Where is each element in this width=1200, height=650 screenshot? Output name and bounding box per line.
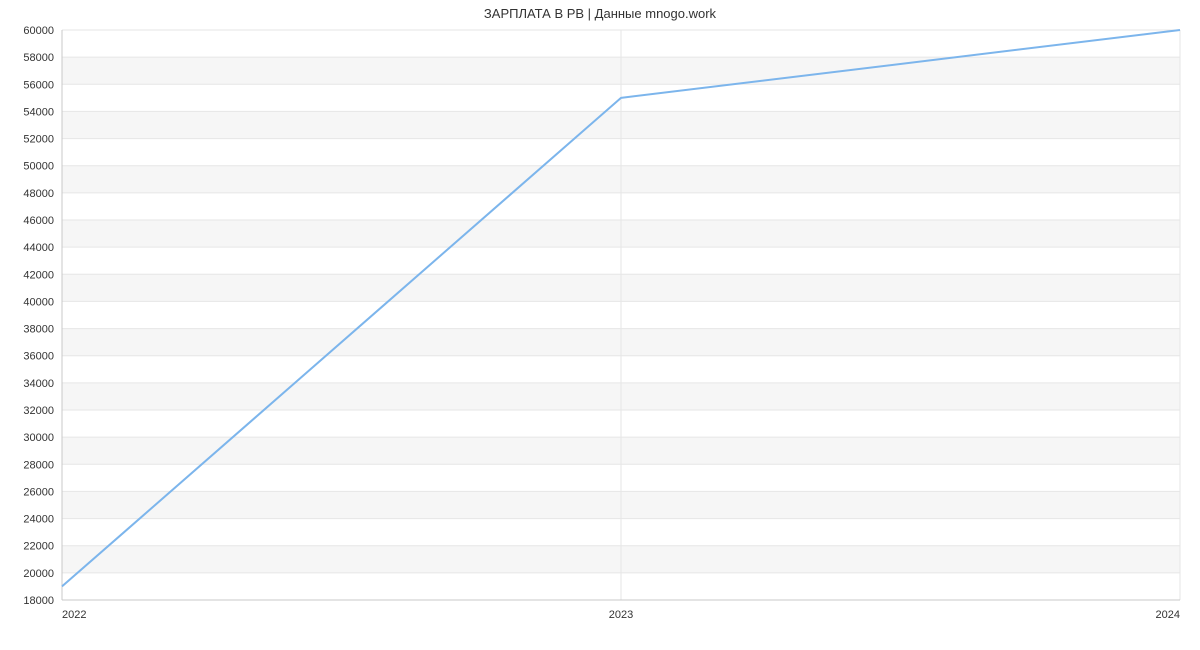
y-tick-label: 42000 bbox=[23, 269, 54, 281]
y-tick-label: 30000 bbox=[23, 432, 54, 444]
y-tick-label: 18000 bbox=[23, 595, 54, 607]
y-tick-label: 24000 bbox=[23, 514, 54, 526]
y-tick-label: 58000 bbox=[23, 52, 54, 64]
y-tick-label: 44000 bbox=[23, 242, 54, 254]
y-tick-label: 40000 bbox=[23, 296, 54, 308]
y-tick-label: 38000 bbox=[23, 324, 54, 336]
y-tick-label: 48000 bbox=[23, 188, 54, 200]
y-tick-label: 20000 bbox=[23, 568, 54, 580]
y-tick-label: 46000 bbox=[23, 215, 54, 227]
y-tick-label: 22000 bbox=[23, 541, 54, 553]
y-tick-label: 32000 bbox=[23, 405, 54, 417]
x-tick-label: 2023 bbox=[609, 609, 633, 621]
chart-title: ЗАРПЛАТА В РВ | Данные mnogo.work bbox=[0, 6, 1200, 21]
y-tick-label: 26000 bbox=[23, 486, 54, 498]
y-tick-label: 60000 bbox=[23, 25, 54, 37]
y-tick-label: 34000 bbox=[23, 378, 54, 390]
chart-svg: 18000 20000 22000 24000 26000 28000 30000 32000… bbox=[0, 0, 1200, 650]
y-tick-label: 28000 bbox=[23, 459, 54, 471]
y-tick-label: 52000 bbox=[23, 134, 54, 146]
salary-line-chart: ЗАРПЛАТА В РВ | Данные mnogo.work 18000 2… bbox=[0, 0, 1200, 650]
y-tick-label: 50000 bbox=[23, 161, 54, 173]
x-tick-label: 2022 bbox=[62, 609, 86, 621]
x-tick-label: 2024 bbox=[1156, 609, 1180, 621]
y-tick-label: 54000 bbox=[23, 106, 54, 118]
y-tick-label: 56000 bbox=[23, 79, 54, 91]
y-tick-label: 36000 bbox=[23, 351, 54, 363]
